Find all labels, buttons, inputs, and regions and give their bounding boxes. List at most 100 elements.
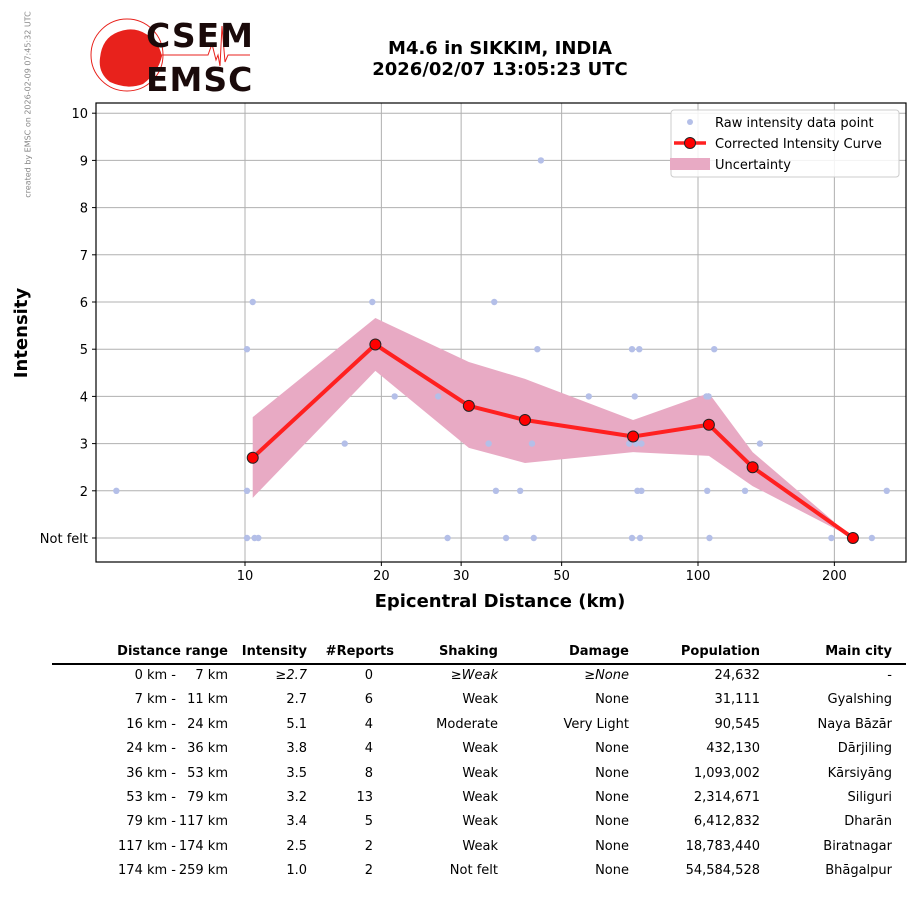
cell-city: Dārjiling: [837, 741, 892, 757]
raw-data-point: [636, 534, 644, 542]
cell-intensity: 3.5: [286, 765, 307, 781]
legend-box: [670, 109, 900, 178]
header-city: Main city: [825, 644, 892, 659]
raw-data-point: [711, 346, 718, 353]
header-population: Population: [680, 644, 760, 659]
cell-city: Siliguri: [847, 790, 892, 805]
curve-point: [246, 451, 259, 464]
y-tick-label: Not felt: [40, 532, 88, 547]
emsc-logo: CSEM EMSC: [88, 16, 258, 99]
header-damage: Damage: [568, 644, 629, 659]
cell-distance-from: 16 km -: [126, 716, 176, 732]
corrected-intensity-line: [251, 342, 855, 540]
cell-shaking: Weak: [462, 838, 498, 854]
cell-distance-from: 0 km -: [134, 668, 176, 683]
raw-data-point: [243, 346, 251, 353]
header-divider: [52, 663, 906, 665]
curve-point: [462, 399, 475, 412]
cell-city: Bhāgalpur: [825, 863, 892, 879]
raw-data-point: [638, 487, 645, 494]
legend-band-swatch: [670, 158, 710, 170]
chart-title: M4.6 in SIKKIM, INDIA 2026/02/07 13:05:2…: [300, 38, 700, 80]
y-tick-label: 6: [80, 296, 88, 311]
raw-data-point: [444, 534, 451, 542]
raw-data-point: [756, 440, 764, 447]
curve-point: [702, 418, 715, 431]
uncertainty-band: [252, 318, 853, 538]
raw-data-point: [631, 393, 638, 400]
raw-data-point: [113, 487, 120, 494]
cell-distance-to: 24 km: [187, 716, 228, 732]
cell-intensity: 2.5: [286, 838, 307, 854]
cell-distance-to: 79 km: [187, 790, 228, 805]
raw-data-point: [369, 298, 376, 306]
x-tick-label: 30: [453, 569, 470, 584]
y-tick-label: 8: [80, 202, 88, 217]
cell-damage: ≥None: [584, 668, 629, 683]
plot-frame: [95, 102, 907, 563]
cell-population: 2,314,671: [693, 790, 760, 805]
raw-data-point: [868, 534, 876, 542]
cell-reports: 4: [364, 716, 373, 732]
raw-data-point: [249, 298, 256, 306]
curve-point: [518, 414, 531, 426]
cell-damage: Very Light: [563, 716, 630, 732]
cell-distance-to: 174 km: [178, 838, 228, 854]
cell-shaking: Weak: [462, 741, 498, 757]
cell-distance-from: 7 km -: [134, 692, 176, 708]
raw-data-point: [391, 393, 398, 400]
cell-shaking: Not felt: [449, 863, 498, 879]
cell-population: 54,584,528: [685, 863, 760, 879]
cell-population: 18,783,440: [685, 838, 760, 854]
legend: Raw intensity data point Corrected Inten…: [670, 109, 900, 178]
y-tick-label: 3: [80, 438, 88, 453]
cell-damage: None: [595, 692, 629, 708]
raw-data-point: [528, 440, 536, 447]
y-tick-label: 2: [80, 485, 88, 500]
raw-data-point: [537, 157, 545, 164]
cell-intensity: 3.2: [286, 790, 307, 805]
cell-distance-to: 117 km: [178, 814, 228, 830]
cell-reports: 2: [364, 863, 373, 879]
cell-population: 90,545: [714, 716, 761, 732]
cell-city: Dharān: [844, 814, 892, 830]
cell-intensity: 3.8: [286, 741, 307, 757]
cell-city: Kārsiyāng: [827, 765, 892, 781]
raw-data-point: [638, 440, 645, 447]
cell-damage: None: [595, 863, 629, 879]
cell-intensity: 1.0: [286, 863, 307, 879]
cell-shaking: Moderate: [436, 716, 498, 732]
x-tick-label: 10: [237, 569, 254, 584]
cell-city: Biratnagar: [823, 838, 892, 854]
cell-population: 6,412,832: [693, 814, 760, 830]
raw-data-point: [255, 534, 262, 542]
cell-reports: 8: [364, 765, 373, 781]
cell-distance-from: 174 km -: [118, 863, 176, 879]
cell-damage: None: [595, 790, 629, 805]
y-axis-label: Intensity: [11, 288, 32, 379]
cell-damage: None: [595, 814, 629, 830]
x-tick-label: 100: [686, 569, 711, 584]
cell-reports: 0: [364, 668, 373, 683]
raw-data-point: [243, 487, 251, 494]
cell-reports: 4: [364, 741, 373, 757]
intensity-chart: 10 20 30 50 100 200 Not felt 2 3 4 5 6 7 8 9 10 Epicent…: [11, 102, 907, 612]
x-tick-label: 200: [822, 569, 847, 584]
curve-point: [746, 461, 759, 474]
cell-distance-from: 79 km -: [126, 814, 176, 830]
y-tick-label: 10: [71, 107, 88, 122]
cell-city: Naya Bāzār: [817, 716, 892, 732]
cell-intensity: ≥2.7: [275, 668, 307, 683]
cell-shaking: Weak: [462, 814, 498, 830]
cell-reports: 2: [364, 838, 373, 854]
cell-population: 24,632: [714, 668, 761, 683]
logo-text-top: CSEM: [146, 16, 254, 55]
curve-point: [369, 338, 382, 351]
header-reports: #Reports: [325, 644, 394, 659]
cell-distance-from: 53 km -: [126, 790, 176, 805]
y-tick-label: 7: [80, 249, 88, 264]
raw-data-point: [706, 534, 713, 542]
raw-data-point: [828, 534, 835, 542]
cell-distance-to: 11 km: [187, 692, 228, 708]
raw-data-point: [628, 534, 636, 542]
